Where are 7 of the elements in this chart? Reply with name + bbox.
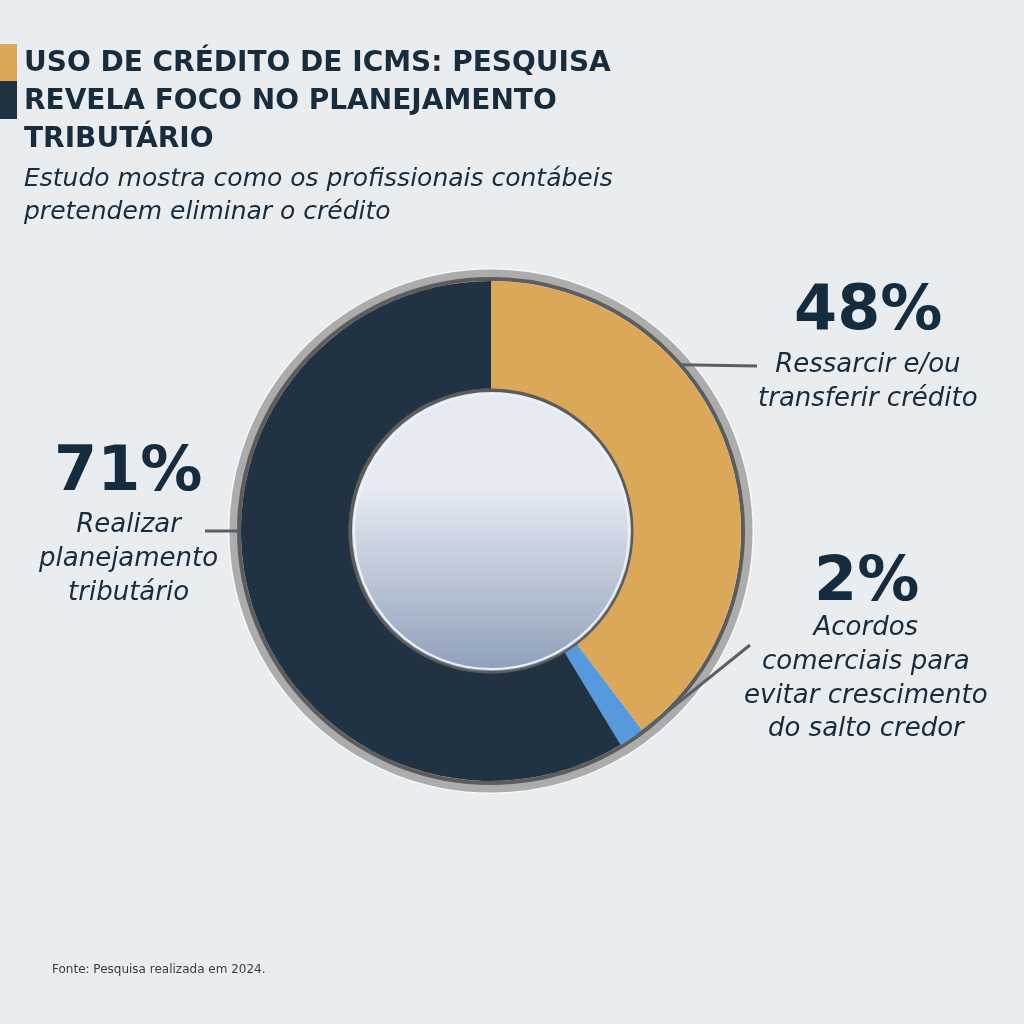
slice-label: Realizar planejamento tributário: [38, 508, 219, 606]
data-label: 71%: [54, 432, 203, 505]
slice-label: Ressarcir e/ou transferir crédito: [758, 348, 978, 412]
data-label: 48%: [794, 271, 943, 344]
chart-title: USO DE CRÉDITO DE ICMS: PESQUISA REVELA FOCO NO PLANEJAMENTO TRIBUTÁRIO: [24, 43, 612, 156]
source-note: Fonte: Pesquisa realizada em 2024.: [52, 962, 266, 976]
chart-subtitle: Estudo mostra como os profissionais contábeis pretendem eliminar o crédito: [24, 162, 614, 227]
